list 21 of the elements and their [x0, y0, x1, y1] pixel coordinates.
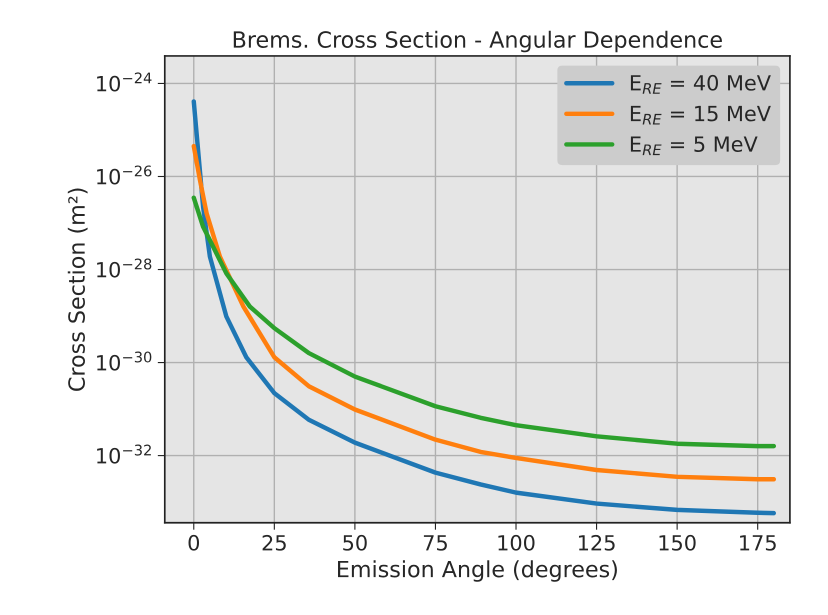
x-tick-label: 150 — [660, 534, 696, 551]
x-axis-title: Emission Angle (degrees) — [338, 560, 617, 582]
y-tick-label: 10$^{−24}$ — [97, 72, 152, 92]
legend-label: E$_{RE}$ = 15 MeV — [630, 106, 771, 125]
x-tick-label: 125 — [578, 534, 615, 551]
x-tick-label: 175 — [740, 535, 776, 551]
x-tick-label: 25 — [262, 534, 286, 551]
y-axis-title: Cross Section (m²) — [68, 188, 88, 391]
x-tick-label: 75 — [424, 535, 447, 551]
chart-title: Brems. Cross Section - Angular Dependence — [234, 30, 722, 52]
x-tick-label: 50 — [343, 534, 367, 551]
line-series — [192, 195, 776, 448]
y-tick-label: 10$^{−26}$ — [97, 165, 152, 185]
y-tick-label: 10$^{−28}$ — [97, 258, 152, 278]
y-tick-label: 10$^{−32}$ — [97, 444, 151, 464]
legend-label: E$_{RE}$ = 5 MeV — [630, 136, 758, 156]
x-tick-label: 0 — [188, 534, 200, 551]
x-tick-label: 100 — [498, 534, 535, 551]
y-tick-label: 10$^{−30}$ — [97, 352, 152, 371]
legend-label: E$_{RE}$ = 40 MeV — [630, 74, 771, 94]
line-series — [192, 99, 776, 516]
